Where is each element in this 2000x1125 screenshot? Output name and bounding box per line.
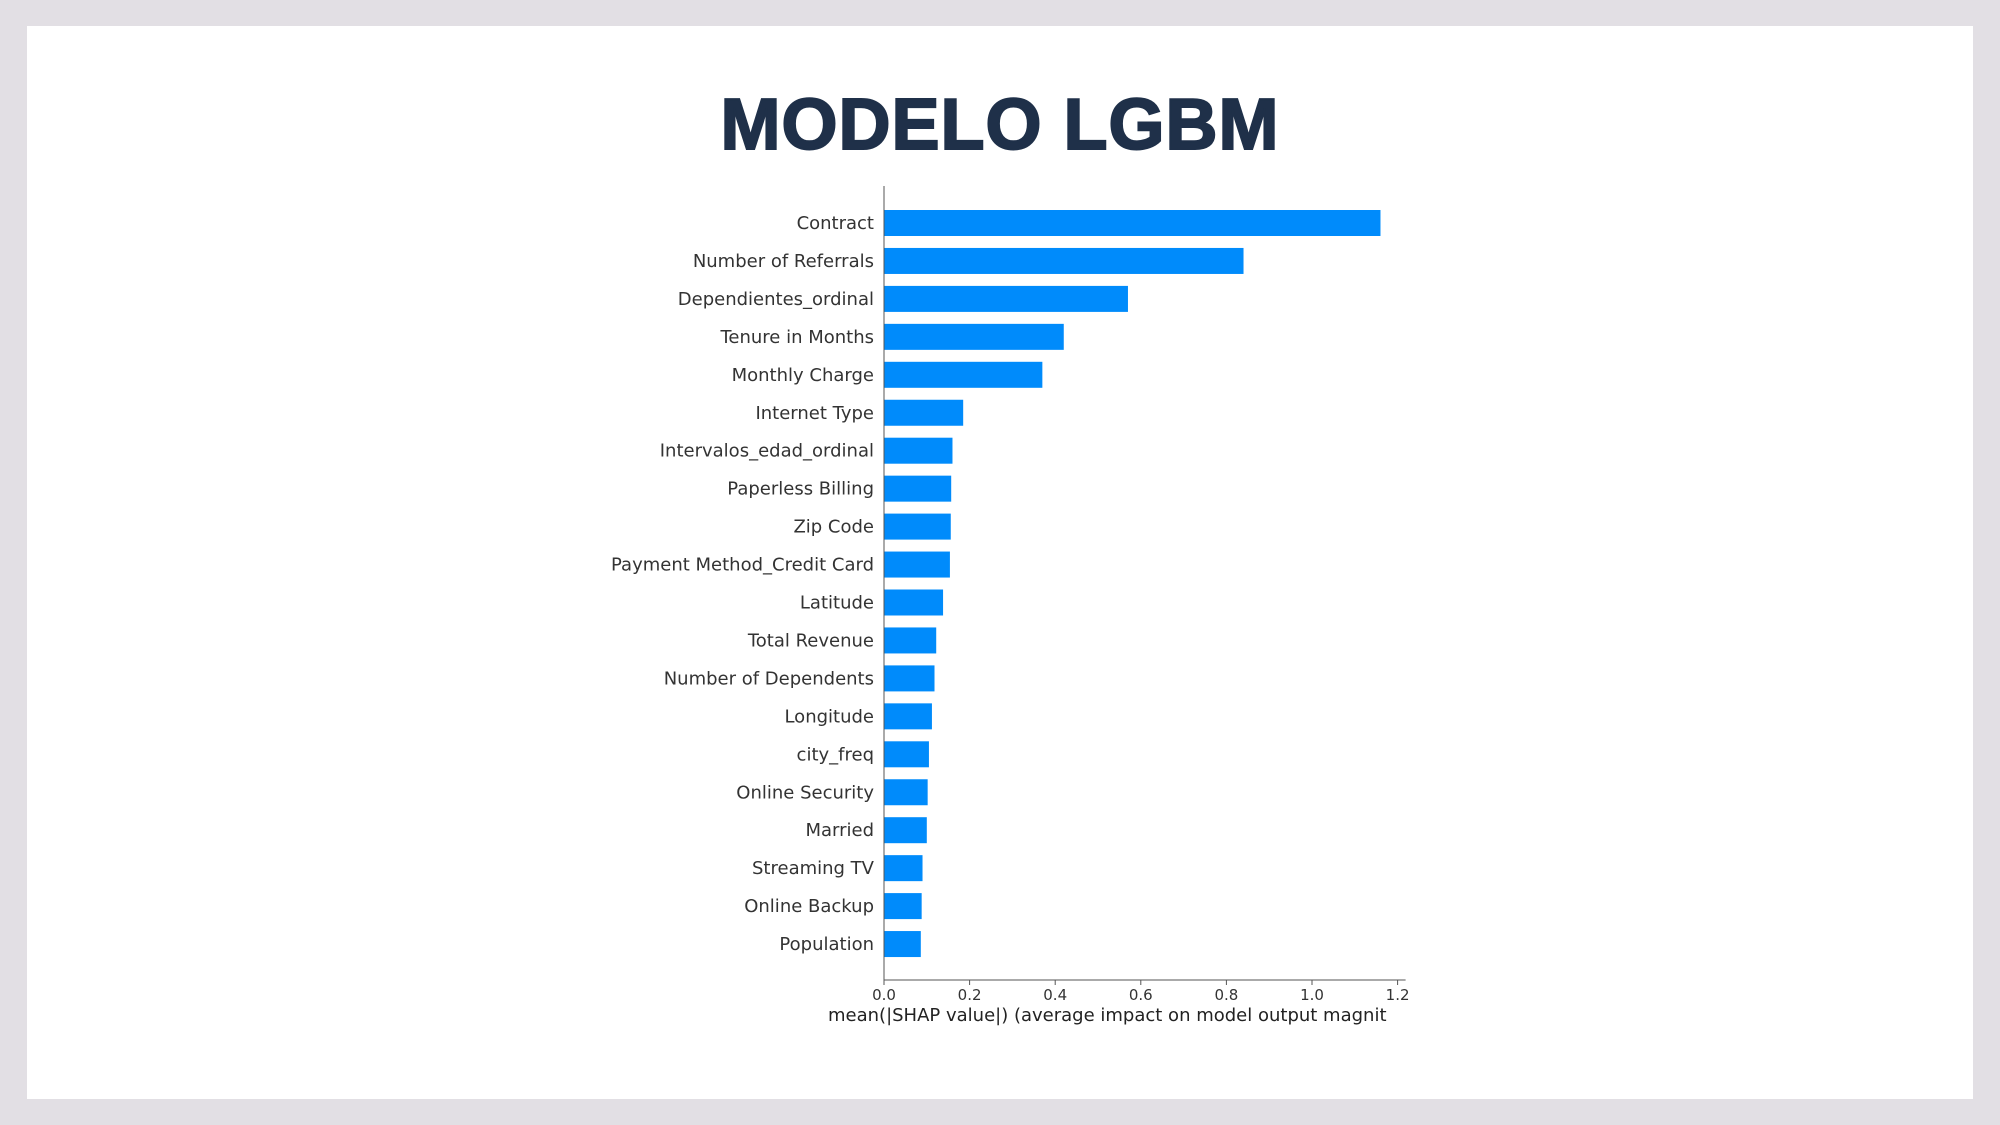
category-label: Latitude [800,593,874,614]
x-tick-label: 0.6 [1129,986,1153,1004]
x-tick-label: 0.0 [872,986,896,1004]
slide-title: MODELO LGBM [720,84,1280,166]
x-tick-label: 0.2 [958,986,982,1004]
category-label: Married [805,820,874,841]
category-label: city_freq [797,744,874,765]
x-tick-label: 1.0 [1300,986,1324,1004]
slide: MODELO LGBM [27,26,1973,1099]
category-label: Intervalos_edad_ordinal [660,441,874,462]
bar [884,589,944,616]
x-tick-label: 0.8 [1214,986,1238,1004]
category-label: Longitude [784,706,874,727]
category-label: Online Backup [744,896,874,917]
category-label: Number of Dependents [664,668,874,689]
category-labels-layer: Contract Number of Referrals Dependientes_… [611,213,875,955]
x-axis-title: mean(|SHAP value|) (average impact on mo… [828,1005,1387,1026]
bar [884,931,921,958]
category-label: Streaming TV [752,858,875,879]
category-label: Monthly Charge [732,365,874,386]
x-ticks-layer: 0.0 0.2 0.4 0.6 0.8 1.0 1.2 [872,980,1410,1004]
category-label: Population [779,934,874,955]
bar [884,551,950,578]
category-label: Payment Method_Credit Card [611,555,874,576]
bar [884,741,929,768]
bar [884,893,922,920]
x-tick-label: 1.2 [1386,986,1410,1004]
bar [884,361,1043,388]
category-label: Online Security [736,782,874,803]
bar [884,817,927,844]
bar [884,399,964,426]
category-label: Contract [797,213,874,234]
bars-layer [884,210,1381,958]
bar [884,779,928,806]
bar [884,475,952,502]
bar [884,703,932,730]
category-label: Total Revenue [747,630,874,651]
bar [884,210,1381,236]
bar [884,855,923,882]
category-label: Number of Referrals [693,251,874,272]
category-label: Zip Code [793,517,874,538]
category-label: Tenure in Months [719,327,874,348]
bar [884,627,937,654]
bar [884,323,1064,350]
bar [884,285,1128,312]
x-tick-label: 0.4 [1043,986,1067,1004]
bar [884,437,953,464]
bar [884,513,951,540]
bar [884,247,1244,274]
category-label: Dependientes_ordinal [678,289,874,310]
bar [884,665,935,692]
category-label: Internet Type [755,403,874,424]
category-label: Paperless Billing [727,479,874,500]
